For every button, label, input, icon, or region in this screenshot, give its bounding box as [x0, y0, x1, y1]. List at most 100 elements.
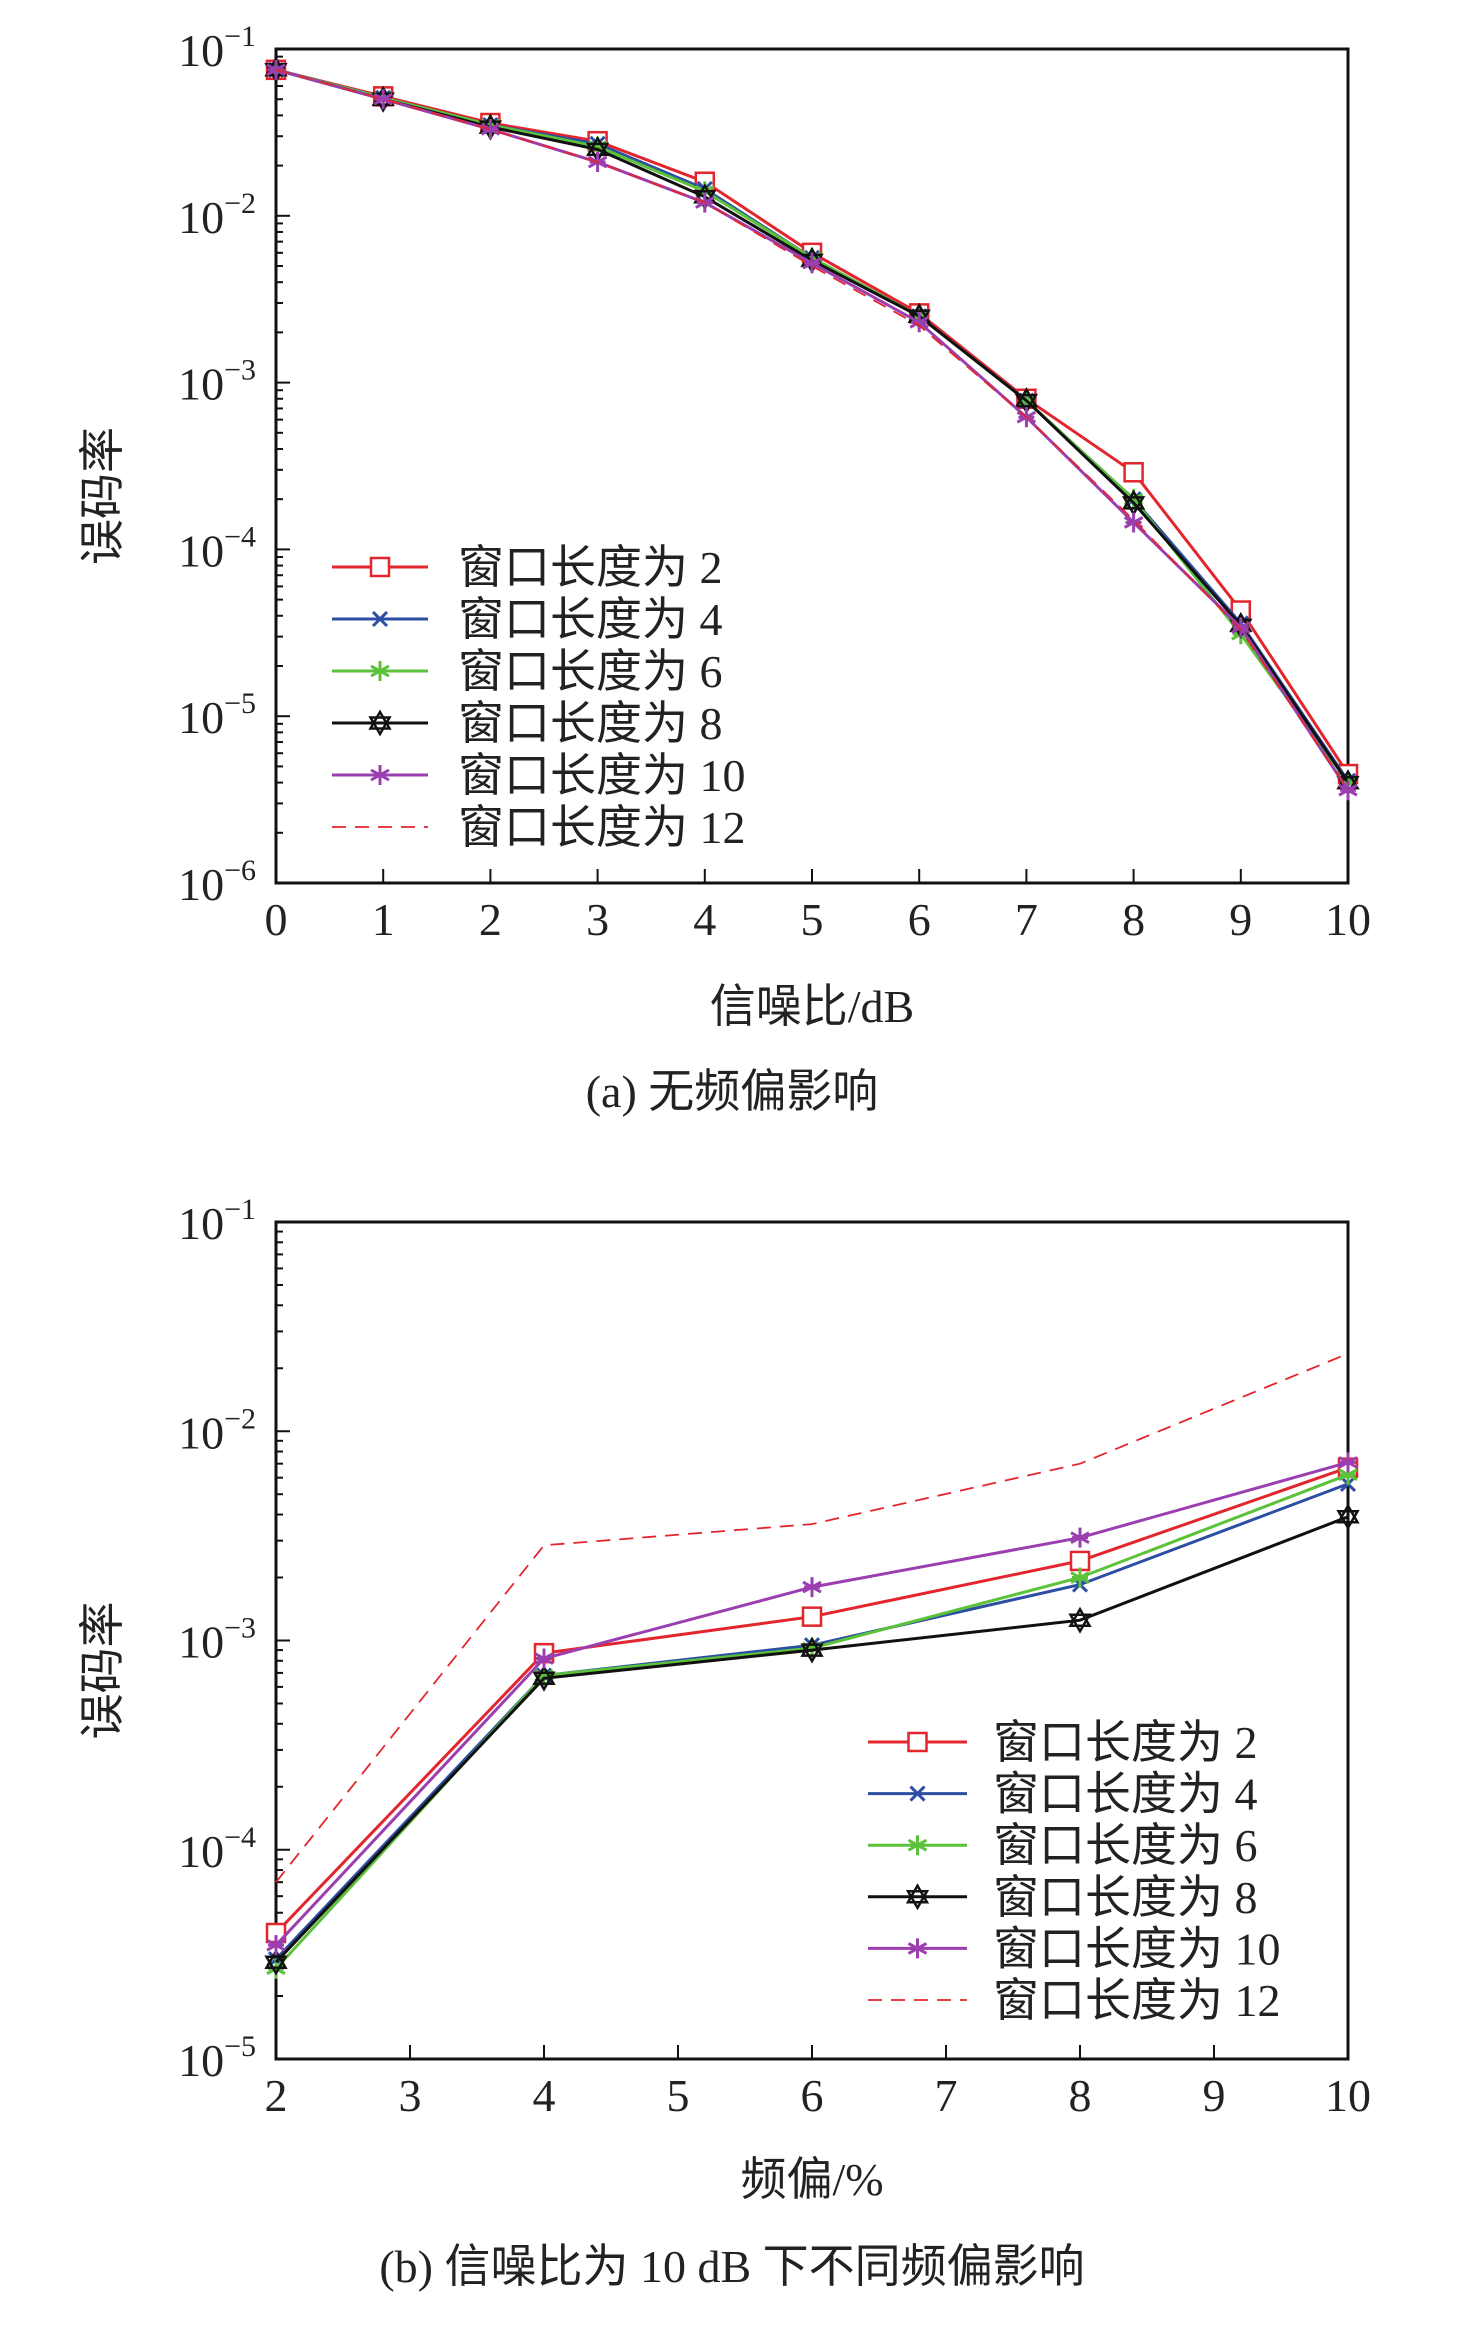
x-axis-label: 信噪比/dB — [710, 981, 914, 1032]
y-tick-label: 10−2 — [178, 187, 256, 243]
x-tick-label: 6 — [801, 2070, 824, 2121]
marker-square — [1123, 462, 1144, 483]
marker-x — [371, 610, 389, 628]
marker-square — [801, 1606, 823, 1627]
y-tick-base: 10 — [178, 692, 224, 743]
y-tick-label: 10−3 — [178, 354, 256, 410]
y-tick-base: 10 — [178, 359, 224, 410]
series-line — [275, 68, 1349, 791]
marker-square — [369, 556, 391, 578]
marker-asterisk — [1338, 1464, 1358, 1485]
marker-hexagram — [905, 1890, 930, 1911]
x-tick-label: 2 — [479, 894, 502, 945]
series-1 — [267, 61, 1357, 789]
marker-asterisk — [370, 765, 390, 785]
legend-item: 窗口长度为 6 — [868, 1820, 1258, 1871]
chart-caption: (a) 无频偏影响 — [586, 1066, 879, 1117]
marker-hexagram — [1068, 1613, 1092, 1634]
marker-hexagram — [264, 1955, 288, 1976]
series-4 — [266, 59, 1358, 801]
marker-hexagram — [264, 1948, 288, 1969]
legend-item: 窗口长度为 2 — [868, 1717, 1258, 1768]
marker-hexagram — [1121, 489, 1146, 510]
marker-asterisk — [587, 136, 608, 157]
legend-item: 窗口长度为 10 — [332, 750, 746, 801]
x-tick-label: 7 — [1015, 894, 1038, 945]
y-tick-exponent: −5 — [224, 687, 256, 720]
x-tick-label: 9 — [1229, 894, 1252, 945]
legend-item: 窗口长度为 12 — [332, 802, 746, 853]
series-line — [275, 68, 1350, 782]
y-tick-base: 10 — [178, 1198, 224, 1249]
x-tick-label: 8 — [1069, 2070, 1092, 2121]
marker-x — [909, 1785, 926, 1802]
legend-label: 窗口长度为 12 — [993, 1975, 1281, 2026]
marker-asterisk — [534, 1648, 554, 1669]
x-tick-label: 8 — [1122, 894, 1145, 945]
series-line — [275, 68, 1350, 784]
y-tick-exponent: −5 — [224, 2030, 256, 2063]
marker-asterisk — [370, 661, 390, 681]
x-tick-label: 3 — [586, 894, 609, 945]
y-tick-label: 10−5 — [178, 2030, 256, 2086]
y-tick-label: 10−4 — [178, 520, 256, 576]
marker-asterisk — [909, 312, 929, 333]
marker-asterisk — [802, 253, 822, 274]
marker-asterisk — [802, 1577, 822, 1598]
x-tick-label: 5 — [801, 894, 824, 945]
y-tick-exponent: −4 — [224, 1821, 256, 1854]
series-5 — [275, 1352, 1349, 1883]
y-tick-label: 10−2 — [178, 1402, 256, 1458]
y-tick-label: 10−1 — [178, 1193, 256, 1249]
y-tick-exponent: −4 — [224, 520, 256, 553]
x-tick-label: 2 — [265, 2070, 288, 2121]
y-tick-base: 10 — [178, 2035, 224, 2086]
legend-item: 窗口长度为 12 — [868, 1975, 1281, 2026]
series-line — [275, 68, 1350, 792]
series-5 — [275, 68, 1349, 791]
legend-item: 窗口长度为 6 — [332, 646, 723, 697]
marker-hexagram — [1336, 1503, 1360, 1524]
x-tick-label: 0 — [265, 894, 288, 945]
legend-label: 窗口长度为 6 — [993, 1820, 1258, 1871]
y-tick-base: 10 — [178, 25, 224, 76]
y-tick-exponent: −1 — [224, 20, 256, 53]
marker-asterisk — [1231, 617, 1251, 638]
legend-label: 窗口长度为 2 — [458, 542, 723, 593]
y-tick-base: 10 — [178, 1617, 224, 1668]
marker-asterisk — [1070, 1567, 1090, 1588]
legend-label: 窗口长度为 10 — [993, 1923, 1281, 1974]
legend-label: 窗口长度为 8 — [993, 1872, 1258, 1923]
series-0 — [265, 59, 1359, 785]
marker-hexagram — [905, 1883, 930, 1904]
marker-asterisk — [373, 89, 393, 110]
x-tick-label: 10 — [1325, 2070, 1371, 2121]
marker-hexagram — [1014, 387, 1039, 408]
series-line — [275, 68, 1350, 784]
series-line — [275, 1352, 1349, 1883]
x-tick-label: 4 — [533, 2070, 556, 2121]
x-tick-label: 5 — [667, 2070, 690, 2121]
marker-asterisk — [534, 1665, 554, 1686]
marker-asterisk — [907, 1938, 928, 1959]
marker-hexagram — [368, 709, 392, 730]
y-tick-base: 10 — [178, 859, 224, 910]
marker-asterisk — [1123, 489, 1144, 510]
marker-hexagram — [368, 716, 392, 737]
y-tick-label: 10−1 — [178, 20, 256, 76]
marker-asterisk — [266, 1935, 286, 1956]
legend-item: 窗口长度为 4 — [332, 594, 723, 645]
y-tick-exponent: −1 — [224, 1193, 256, 1226]
series-line — [274, 1515, 1349, 1964]
marker-hexagram — [1121, 496, 1146, 517]
marker-asterisk — [1338, 1452, 1358, 1473]
legend-item: 窗口长度为 2 — [332, 542, 723, 593]
legend-item: 窗口长度为 8 — [332, 698, 723, 749]
marker-asterisk — [1338, 780, 1358, 801]
marker-hexagram — [1014, 393, 1039, 415]
x-tick-label: 7 — [935, 2070, 958, 2121]
series-3 — [264, 1503, 1360, 1976]
marker-hexagram — [1068, 1606, 1092, 1627]
chart-a: 10−110−210−310−410−510−60 1 2 3 4 5 6 7 8 9 10信噪比/… — [77, 20, 1371, 1117]
